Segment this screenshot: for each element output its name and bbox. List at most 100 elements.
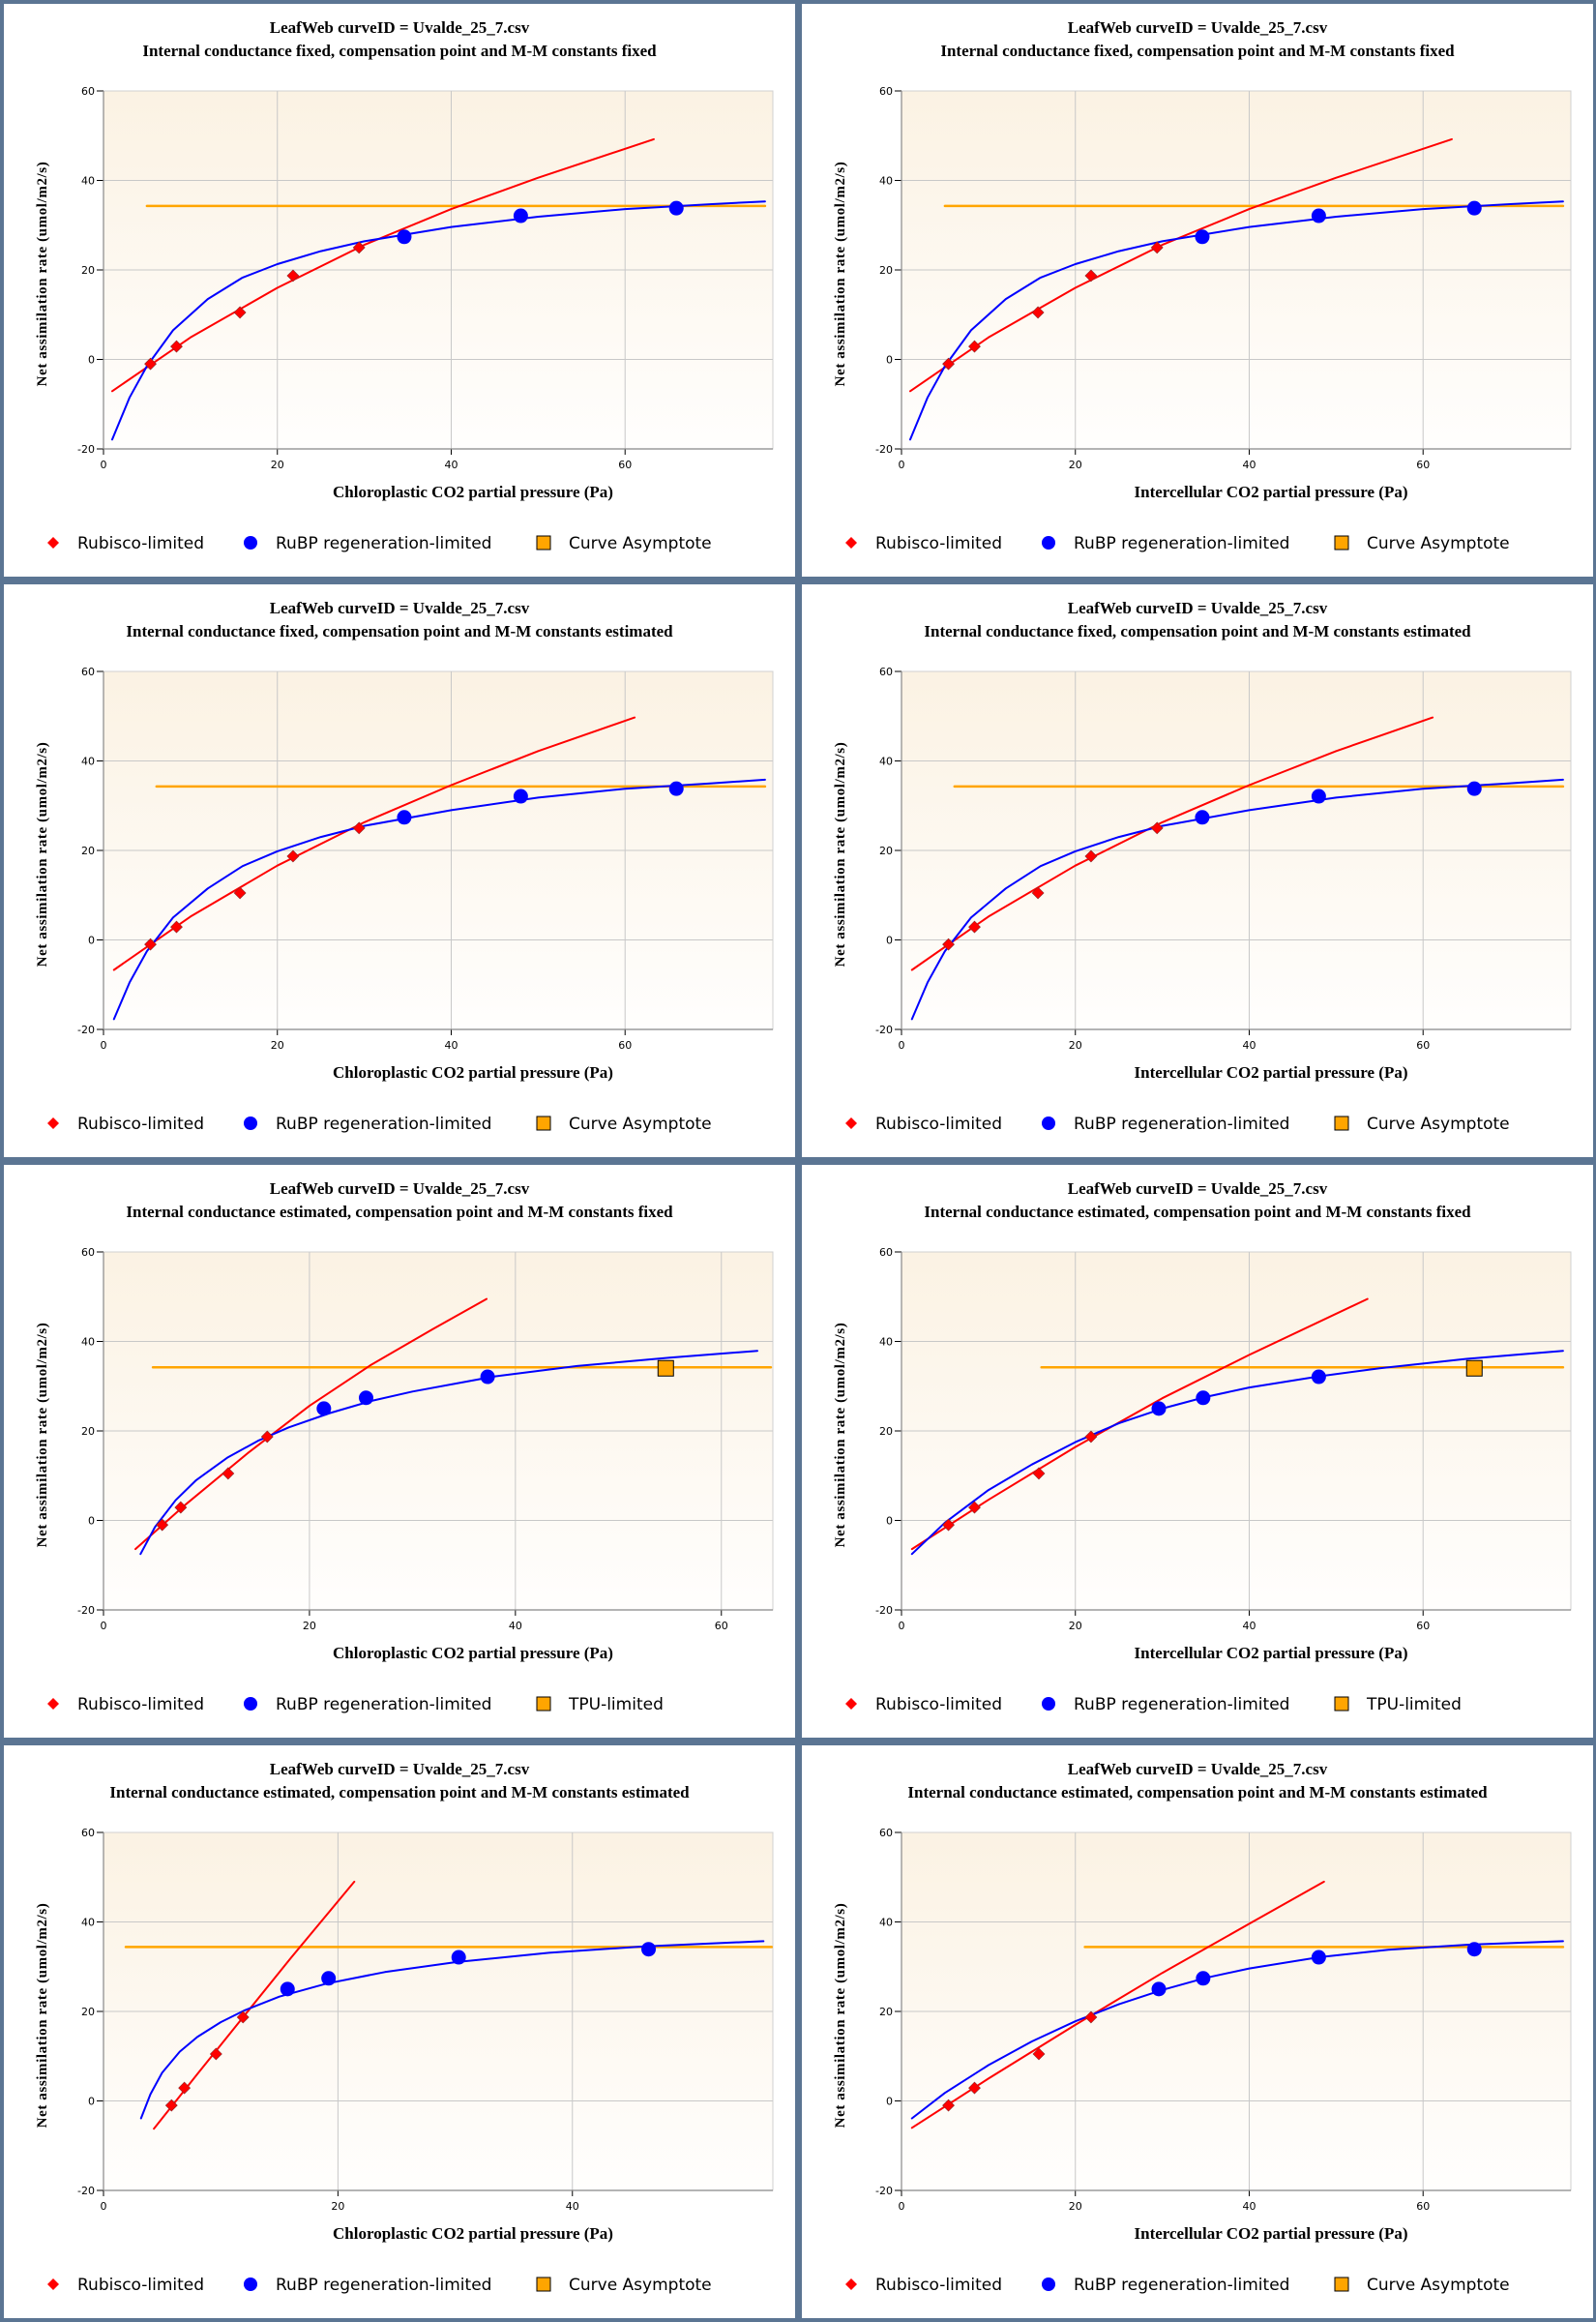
rubisco-fit-line bbox=[112, 716, 636, 971]
rubp-point bbox=[513, 208, 528, 223]
legend-square-icon bbox=[536, 2277, 551, 2292]
plot-marks bbox=[910, 1880, 1565, 2129]
rubisco-point bbox=[233, 886, 247, 900]
rubp-point bbox=[1466, 1942, 1482, 1957]
y-tick-label: 0 bbox=[88, 2096, 95, 2108]
chart-svg: LeafWeb curveID = Uvalde_25_7.csv Interna… bbox=[833, 1179, 1572, 1714]
rubp-point bbox=[1151, 1401, 1167, 1416]
x-tick-label: 0 bbox=[899, 1620, 905, 1632]
x-tick-label: 40 bbox=[1242, 2200, 1256, 2213]
legend-square-icon bbox=[1334, 2277, 1349, 2292]
chart-title: LeafWeb curveID = Uvalde_25_7.csv bbox=[270, 1179, 530, 1198]
chart-subtitle: Internal conductance estimated, compensa… bbox=[109, 1783, 690, 1801]
y-tick-label: 20 bbox=[879, 264, 893, 277]
x-tick-label: 0 bbox=[899, 459, 905, 471]
rubisco-point bbox=[352, 821, 366, 835]
y-tick-label: 20 bbox=[879, 1425, 893, 1438]
chart-title: LeafWeb curveID = Uvalde_25_7.csv bbox=[1068, 1760, 1328, 1778]
rubisco-point bbox=[170, 340, 183, 353]
rubisco-point bbox=[174, 1501, 188, 1514]
chart-panel-1: LeafWeb curveID = Uvalde_25_7.csv Interna… bbox=[4, 4, 795, 577]
y-tick-label: 20 bbox=[81, 1425, 95, 1438]
y-tick-label: -20 bbox=[875, 2185, 893, 2197]
legend-asymptote-label: Curve Asymptote bbox=[569, 2276, 712, 2295]
chart-panel-5: LeafWeb curveID = Uvalde_25_7.csv Interna… bbox=[4, 1165, 795, 1738]
chart-subtitle: Internal conductance estimated, compensa… bbox=[907, 1783, 1488, 1801]
x-axis-label: Chloroplastic CO2 partial pressure (Pa) bbox=[333, 1644, 613, 1662]
x-tick-label: 40 bbox=[1242, 1039, 1256, 1052]
rubp-point bbox=[358, 1390, 373, 1406]
y-tick-label: 0 bbox=[886, 935, 893, 947]
chart-svg: LeafWeb curveID = Uvalde_25_7.csv Interna… bbox=[833, 1760, 1572, 2295]
legend-asymptote-label: Curve Asymptote bbox=[1367, 534, 1510, 553]
legend-rubisco-label: Rubisco-limited bbox=[875, 1115, 1002, 1134]
y-axis-label: Net assimilation rate (umol/m2/s) bbox=[35, 162, 50, 387]
legend-asymptote-label: Curve Asymptote bbox=[569, 534, 712, 553]
x-axis-label: Intercellular CO2 partial pressure (Pa) bbox=[1135, 483, 1408, 501]
rubisco-point bbox=[942, 1518, 955, 1532]
rubp-point bbox=[1466, 781, 1482, 796]
x-tick-label: 40 bbox=[444, 1039, 458, 1052]
x-tick-label: 20 bbox=[1069, 1039, 1082, 1052]
x-axis-label: Chloroplastic CO2 partial pressure (Pa) bbox=[333, 2224, 613, 2243]
plot-marks bbox=[124, 1880, 773, 2130]
x-tick-label: 60 bbox=[715, 1620, 728, 1632]
x-tick-label: 20 bbox=[1069, 459, 1082, 471]
x-axis-label: Chloroplastic CO2 partial pressure (Pa) bbox=[333, 1063, 613, 1082]
rubp-point bbox=[668, 781, 684, 796]
legend-rubp-label: RuBP regeneration-limited bbox=[276, 1695, 491, 1714]
legend-rubp-label: RuBP regeneration-limited bbox=[1074, 1695, 1289, 1714]
y-axis-label: Net assimilation rate (umol/m2/s) bbox=[833, 162, 848, 387]
chart-subtitle: Internal conductance estimated, compensa… bbox=[924, 1203, 1471, 1221]
y-tick-label: 40 bbox=[81, 175, 95, 188]
y-tick-label: 20 bbox=[81, 264, 95, 277]
legend-rubp-label: RuBP regeneration-limited bbox=[276, 1115, 491, 1134]
legend-asymptote-label: Curve Asymptote bbox=[569, 1115, 712, 1134]
rubp-point bbox=[641, 1942, 657, 1957]
y-tick-label: 0 bbox=[88, 354, 95, 367]
legend-square-icon bbox=[536, 1696, 551, 1712]
legend-rubisco-label: Rubisco-limited bbox=[77, 1695, 204, 1714]
plot-marks bbox=[910, 716, 1565, 1021]
rubisco-fit-line bbox=[909, 137, 1453, 393]
legend: Rubisco-limited RuBP regeneration-limited… bbox=[845, 2276, 1510, 2295]
legend-rubisco-label: Rubisco-limited bbox=[875, 2276, 1002, 2295]
y-axis-label: Net assimilation rate (umol/m2/s) bbox=[833, 1323, 848, 1548]
rubisco-point bbox=[1084, 2010, 1098, 2024]
rubisco-point bbox=[170, 920, 183, 934]
legend: Rubisco-limited RuBP regeneration-limited… bbox=[845, 534, 1510, 553]
plot-marks bbox=[910, 1297, 1565, 1556]
legend-rubisco-diamond-icon bbox=[47, 1117, 59, 1129]
y-tick-label: 0 bbox=[88, 935, 95, 947]
rubisco-point bbox=[286, 269, 300, 283]
y-tick-label: 60 bbox=[81, 85, 95, 98]
plot-marks bbox=[909, 137, 1565, 441]
y-tick-label: 60 bbox=[879, 1827, 893, 1839]
x-tick-label: 20 bbox=[1069, 2200, 1082, 2213]
x-tick-label: 0 bbox=[101, 1039, 107, 1052]
y-tick-label: 0 bbox=[88, 1515, 95, 1528]
x-tick-label: 0 bbox=[899, 2200, 905, 2213]
legend-rubisco-label: Rubisco-limited bbox=[77, 1115, 204, 1134]
rubisco-point bbox=[1032, 2047, 1046, 2061]
rubp-point bbox=[1311, 1369, 1326, 1384]
legend-asymptote-label: Curve Asymptote bbox=[1367, 2276, 1510, 2295]
legend-rubp-label: RuBP regeneration-limited bbox=[276, 534, 491, 553]
rubisco-point bbox=[1031, 886, 1045, 900]
legend-rubp-label: RuBP regeneration-limited bbox=[1074, 2276, 1289, 2295]
legend-rubisco-label: Rubisco-limited bbox=[77, 2276, 204, 2295]
x-tick-label: 20 bbox=[303, 1620, 316, 1632]
legend-tpu-label: TPU-limited bbox=[1366, 1695, 1462, 1714]
plot-marks bbox=[112, 716, 767, 1021]
rubisco-point bbox=[352, 241, 366, 254]
x-tick-label: 60 bbox=[1416, 1039, 1430, 1052]
legend-rubp-circle-icon bbox=[244, 1697, 257, 1711]
rubisco-point bbox=[1150, 821, 1164, 835]
legend-rubp-circle-icon bbox=[244, 1116, 257, 1130]
rubisco-point bbox=[942, 2099, 955, 2112]
legend: Rubisco-limited RuBP regeneration-limited… bbox=[47, 2276, 712, 2295]
rubp-point bbox=[1195, 229, 1210, 245]
rubp-point bbox=[1151, 1981, 1167, 1997]
y-tick-label: 60 bbox=[879, 1246, 893, 1259]
chart-subtitle: Internal conductance fixed, compensation… bbox=[126, 622, 673, 640]
